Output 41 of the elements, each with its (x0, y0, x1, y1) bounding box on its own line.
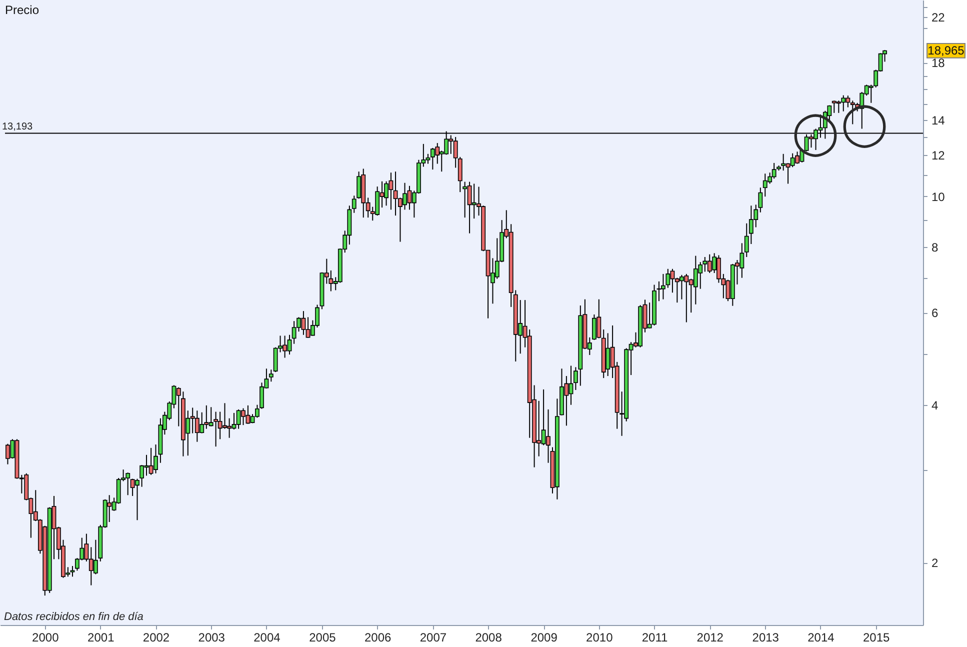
x-tick-label: 2015 (862, 630, 890, 644)
candlestick (661, 273, 666, 300)
x-tick-label: 2006 (364, 630, 392, 644)
candlestick (93, 539, 98, 575)
candlestick (214, 411, 218, 448)
annotation: Datos recibidos en fin de día (4, 611, 144, 623)
y-tick-label: 14 (932, 113, 946, 128)
y-tick-label: 2 (932, 556, 938, 570)
candlestick (352, 195, 356, 214)
x-tick-label: 2007 (420, 630, 447, 644)
x-tick-label: 2002 (142, 630, 170, 644)
y-tick-label: 6 (932, 306, 938, 320)
x-tick-label: 2001 (88, 630, 115, 644)
y-tick-label: 8 (932, 240, 938, 255)
x-tick-label: 2010 (586, 630, 614, 644)
ref-line-label: 13,193 (2, 121, 34, 132)
x-tick-label: 2003 (198, 630, 226, 644)
x-tick-label: 2012 (696, 630, 724, 644)
chart-title: Precio (5, 3, 40, 17)
x-tick-label: 2009 (530, 630, 558, 644)
y-tick-label: 4 (932, 398, 938, 412)
y-tick-label: 10 (932, 190, 946, 204)
candlestick (462, 181, 468, 218)
candlestick (107, 494, 112, 523)
candlestick (666, 268, 670, 288)
text: 18,965 (928, 44, 964, 58)
y-tick-label: 22 (932, 10, 946, 24)
x-tick-label: 2013 (752, 630, 780, 644)
y-tick-label: 18 (932, 56, 946, 70)
x-tick-label: 2004 (254, 630, 281, 644)
candlestick (781, 153, 786, 172)
candlestick (574, 366, 578, 390)
candlestick (772, 162, 776, 180)
candlestick (356, 171, 362, 200)
x-tick-label: 2011 (642, 630, 668, 644)
candlestick (268, 369, 274, 382)
x-tick-label: 2008 (475, 630, 502, 644)
x-tick-label: 2014 (808, 630, 835, 644)
y-tick-label: 12 (932, 148, 946, 162)
x-tick-label: 2000 (32, 630, 60, 644)
x-tick-label: 2005 (309, 630, 336, 644)
